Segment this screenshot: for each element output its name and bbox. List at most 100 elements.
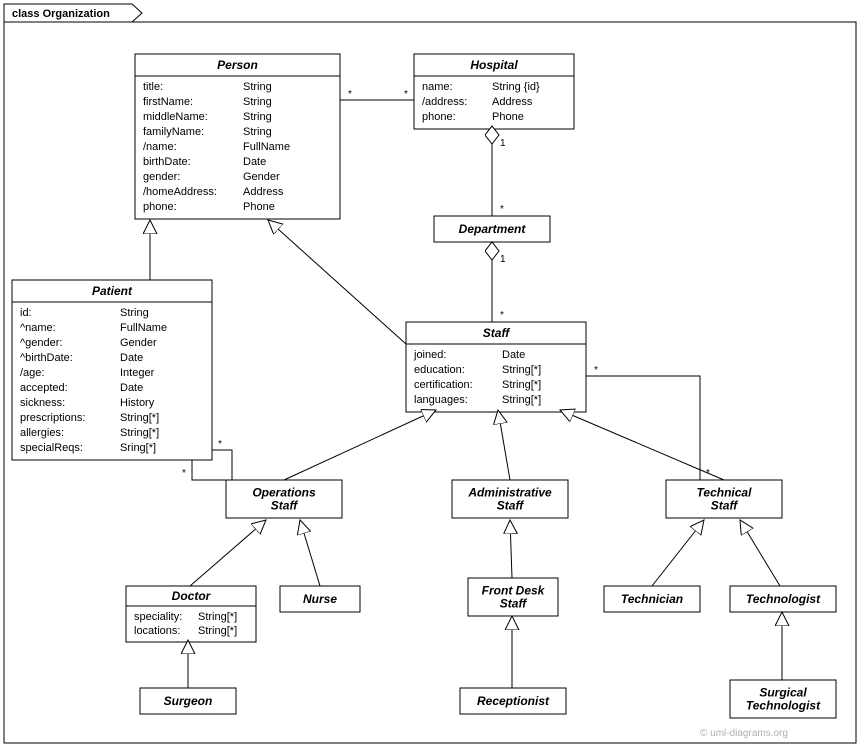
class-title: Person [217,58,258,72]
attr-name: ^gender: [20,337,62,349]
attr-name: ^birthDate: [20,352,73,364]
attr-type: Gender [243,171,280,183]
class-title: Surgical [759,686,807,700]
multiplicity: * [348,89,352,100]
attr-name: phone: [143,201,177,213]
attr-type: String[*] [198,611,237,623]
attr-name: languages: [414,394,468,406]
class-receptionist: Receptionist [460,688,566,714]
class-title: Receptionist [477,694,550,708]
edge [740,520,780,586]
class-title: Staff [483,326,510,340]
multiplicity: 1 [500,254,506,265]
class-title: Technical [697,486,753,500]
class-surgtech: SurgicalTechnologist [730,680,836,718]
multiplicity: * [404,89,408,100]
attr-type: String [243,126,272,138]
class-hospital: Hospitalname:String {id}/address:Address… [414,54,574,129]
class-surgeon: Surgeon [140,688,236,714]
attr-type: String [243,96,272,108]
attr-name: specialReqs: [20,442,83,454]
edge [560,410,724,480]
attr-name: locations: [134,625,180,637]
attr-name: name: [422,81,453,93]
class-title: Technologist [746,592,821,606]
multiplicity: * [500,204,504,215]
class-title: Technologist [746,699,821,713]
attr-name: middleName: [143,111,208,123]
attr-type: Date [120,382,143,394]
attr-type: Address [492,96,533,108]
attr-name: /homeAddress: [143,186,217,198]
attr-name: accepted: [20,382,68,394]
class-patient: Patientid:String^name:FullName^gender:Ge… [12,280,212,460]
attr-name: birthDate: [143,156,191,168]
class-technologist: Technologist [730,586,836,612]
attr-name: phone: [422,111,456,123]
class-doctor: Doctor speciality: String[*] locations: Stri… [126,586,256,642]
attr-type: History [120,397,155,409]
class-department: Department [434,216,550,242]
attr-type: String[*] [120,427,159,439]
class-title: Front Desk [482,584,546,598]
class-title: Staff [711,499,738,513]
attr-name: title: [143,81,163,93]
class-title: Staff [500,597,527,611]
attr-name: /name: [143,141,177,153]
attr-name: joined: [413,349,446,361]
attr-type: FullName [243,141,290,153]
uml-class-diagram: class Organization Person title: String firs… [0,0,860,747]
edge [652,520,704,586]
attr-type: String [243,81,272,93]
attr-type: String {id} [492,81,540,93]
multiplicity: * [218,439,222,450]
class-title: Operations [252,486,316,500]
attr-type: Integer [120,367,155,379]
frame-label: class Organization [12,8,110,20]
attr-name: prescriptions: [20,412,85,424]
class-title: Department [459,222,527,236]
class-frontdesk: Front DeskStaff [468,578,558,616]
attr-type: String [120,307,149,319]
attr-type: Address [243,186,284,198]
attr-name: certification: [414,379,473,391]
attr-name: firstName: [143,96,193,108]
attr-name: ^name: [20,322,56,334]
multiplicity: * [182,468,186,479]
class-title: Surgeon [164,694,213,708]
attr-type: String[*] [198,625,237,637]
attr-type: Sring[*] [120,442,156,454]
attr-name: /age: [20,367,44,379]
class-techstaff: TechnicalStaff [666,480,782,518]
attr-type: FullName [120,322,167,334]
attr-type: String[*] [502,394,541,406]
edge [510,520,512,578]
attr-type: String[*] [120,412,159,424]
class-title: Staff [271,499,298,513]
attr-type: String[*] [502,379,541,391]
class-opstaff: OperationsStaff [226,480,342,518]
attr-name: gender: [143,171,180,183]
class-title: Administrative [467,486,552,500]
class-title: Hospital [470,58,518,72]
multiplicity: * [706,468,710,479]
class-title: Doctor [172,589,212,603]
class-technician: Technician [604,586,700,612]
attr-type: Phone [492,111,524,123]
class-staff: Staffjoined:Dateeducation:String[*]certi… [406,322,586,412]
attr-type: String[*] [502,364,541,376]
attr-name: speciality: [134,611,182,623]
attr-type: Date [120,352,143,364]
class-nurse: Nurse [280,586,360,612]
class-adminstaff: AdministrativeStaff [452,480,568,518]
class-person: Person title: String firstName: String middle… [135,54,340,219]
copyright: © uml-diagrams.org [700,728,788,739]
attr-name: education: [414,364,465,376]
multiplicity: * [594,365,598,376]
attr-name: familyName: [143,126,204,138]
multiplicity: * [500,310,504,321]
edge [190,520,266,586]
attr-name: allergies: [20,427,64,439]
attr-name: id: [20,307,32,319]
attr-name: sickness: [20,397,65,409]
